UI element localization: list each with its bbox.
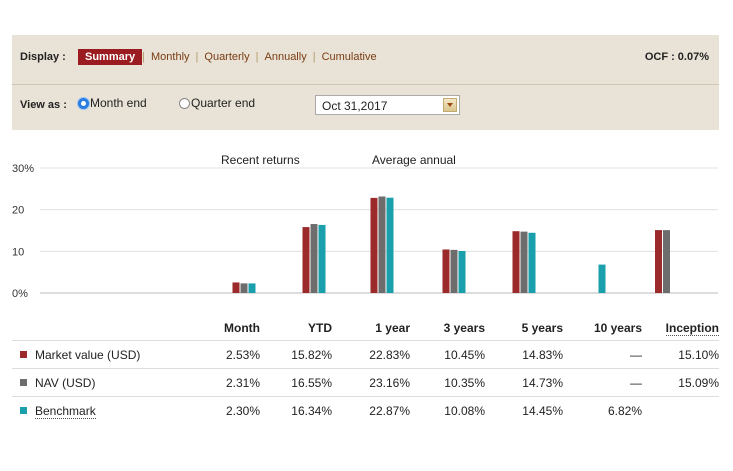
average-annual-header: Average annual: [372, 153, 456, 167]
table-cell: 23.16%: [332, 368, 410, 397]
bar-market-value-usd--inception[interactable]: [655, 230, 662, 293]
row-label-benchmark[interactable]: Benchmark: [35, 403, 96, 419]
bar-nav-usd--inception[interactable]: [663, 230, 670, 293]
row-label: Market value (USD): [35, 347, 141, 362]
header-inception-label[interactable]: Inception: [665, 321, 719, 336]
tab-annually[interactable]: Annually: [264, 51, 307, 63]
table-cell: 22.87%: [332, 396, 410, 424]
recent-returns-header: Recent returns: [221, 153, 300, 167]
table-cell: 22.83%: [332, 340, 410, 369]
header-inception: Inception: [642, 316, 719, 341]
chevron-down-icon[interactable]: [443, 98, 457, 112]
table-cell: 10.35%: [410, 368, 485, 397]
tab-monthly[interactable]: Monthly: [151, 51, 190, 63]
table-cell: 15.09%: [642, 368, 719, 397]
legend-swatch: [20, 406, 27, 414]
table-cell: 2.31%: [192, 368, 260, 397]
bar-market-value-usd--3-years[interactable]: [442, 249, 450, 293]
bar-nav-usd--5-years[interactable]: [520, 231, 528, 293]
tab-separator: |: [142, 51, 145, 63]
tab-summary[interactable]: Summary: [78, 49, 143, 65]
quarter-end-label[interactable]: Quarter end: [191, 96, 256, 110]
ocf-value: OCF : 0.07%: [644, 51, 709, 63]
bar-market-value-usd--1-year[interactable]: [370, 197, 378, 293]
y-tick-label: 10: [12, 246, 24, 258]
bar-benchmark-5-years[interactable]: [528, 232, 536, 293]
header-blank: [12, 316, 192, 341]
row-name: NAV (USD): [12, 368, 192, 397]
table-row: Benchmark 2.30% 16.34% 22.87% 10.08% 14.…: [12, 396, 719, 424]
header-3-years: 3 years: [443, 321, 485, 335]
display-tabs: Summary | Monthly | Quarterly | Annually…: [78, 48, 383, 66]
table-cell: 2.53%: [192, 340, 260, 369]
bar-benchmark-month[interactable]: [248, 283, 256, 293]
header-ytd: YTD: [308, 321, 332, 335]
table-cell: 14.45%: [485, 396, 563, 424]
table-cell: 15.10%: [642, 340, 719, 369]
bar-market-value-usd--month[interactable]: [232, 282, 240, 293]
table-row: NAV (USD) 2.31% 16.55% 23.16% 10.35% 14.…: [12, 368, 719, 397]
table-cell: 14.73%: [485, 368, 563, 397]
header-5-years: 5 years: [521, 321, 563, 335]
bar-benchmark-ytd[interactable]: [318, 224, 326, 293]
bar-nav-usd--month[interactable]: [240, 283, 248, 293]
table-header-row: Month YTD 1 year 3 years 5 years 10 year…: [12, 316, 719, 341]
tab-separator: |: [312, 51, 316, 63]
tab-quarterly[interactable]: Quarterly: [204, 51, 250, 63]
tab-separator: |: [195, 51, 199, 63]
month-end-label[interactable]: Month end: [90, 96, 147, 110]
bar-benchmark-3-years[interactable]: [458, 251, 466, 293]
table-cell: 15.82%: [260, 340, 332, 369]
bar-market-value-usd--ytd[interactable]: [302, 227, 310, 293]
display-label: Display :: [20, 51, 66, 63]
table-cell: 2.30%: [192, 396, 260, 424]
bar-benchmark-1-year[interactable]: [386, 197, 394, 293]
controls-panel: Display : Summary | Monthly | Quarterly …: [12, 35, 719, 130]
row-name: Benchmark: [12, 396, 192, 424]
date-select-value: Oct 31,2017: [322, 99, 388, 113]
table-cell: 10.45%: [410, 340, 485, 369]
bar-nav-usd--1-year[interactable]: [378, 196, 386, 294]
table-cell: 14.83%: [485, 340, 563, 369]
view-row: View as : Month end Quarter end Oct 31,2…: [12, 95, 719, 117]
bar-market-value-usd--5-years[interactable]: [512, 231, 520, 293]
y-tick-label: 30%: [12, 163, 34, 175]
row-label: NAV (USD): [35, 375, 96, 390]
legend-swatch: [20, 378, 27, 386]
tab-cumulative[interactable]: Cumulative: [321, 51, 377, 63]
returns-chart: Recent returns Average annual 30% 20 10 0%: [0, 150, 733, 300]
tab-separator: |: [255, 51, 259, 63]
view-label: View as :: [20, 99, 67, 111]
date-select[interactable]: Oct 31,2017: [315, 95, 460, 115]
table-cell: 10.08%: [410, 396, 485, 424]
legend-swatch: [20, 350, 27, 358]
table-cell: —: [563, 340, 642, 369]
display-row: Display : Summary | Monthly | Quarterly …: [12, 48, 719, 66]
header-10-years: 10 years: [593, 321, 642, 335]
table-cell: 6.82%: [563, 396, 642, 424]
bar-chart-svg: 30% 20 10 0%: [12, 163, 718, 300]
divider: [12, 84, 719, 85]
bar-benchmark-10-years[interactable]: [598, 264, 606, 293]
bar-nav-usd--ytd[interactable]: [310, 224, 318, 293]
table-cell: 16.34%: [260, 396, 332, 424]
table-cell: 16.55%: [260, 368, 332, 397]
quarter-end-radio[interactable]: [179, 98, 190, 109]
month-end-radio[interactable]: [78, 98, 89, 109]
table-cell: [642, 396, 719, 424]
header-month: Month: [224, 321, 260, 335]
row-name: Market value (USD): [12, 340, 192, 369]
returns-table: Month YTD 1 year 3 years 5 years 10 year…: [12, 316, 719, 424]
y-tick-label: 20: [12, 205, 24, 217]
table-row: Market value (USD) 2.53% 15.82% 22.83% 1…: [12, 340, 719, 369]
header-1-year: 1 year: [375, 321, 410, 335]
bar-nav-usd--3-years[interactable]: [450, 249, 458, 293]
y-tick-label: 0%: [12, 288, 28, 300]
table-cell: —: [563, 368, 642, 397]
